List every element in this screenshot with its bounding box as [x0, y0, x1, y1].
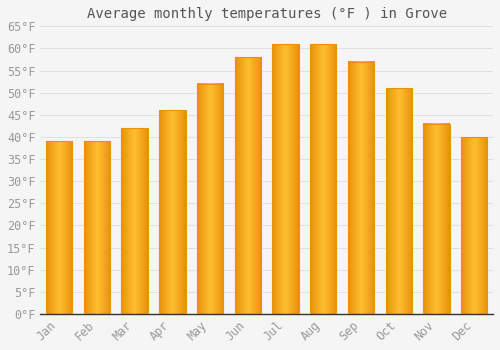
Bar: [386, 88, 412, 314]
Bar: [310, 44, 336, 314]
Bar: [461, 137, 487, 314]
Bar: [159, 110, 186, 314]
Bar: [197, 84, 224, 314]
Bar: [272, 44, 299, 314]
Bar: [424, 124, 450, 314]
Bar: [46, 141, 72, 314]
Bar: [234, 57, 261, 314]
Bar: [348, 62, 374, 314]
Title: Average monthly temperatures (°F ) in Grove: Average monthly temperatures (°F ) in Gr…: [86, 7, 446, 21]
Bar: [122, 128, 148, 314]
Bar: [84, 141, 110, 314]
